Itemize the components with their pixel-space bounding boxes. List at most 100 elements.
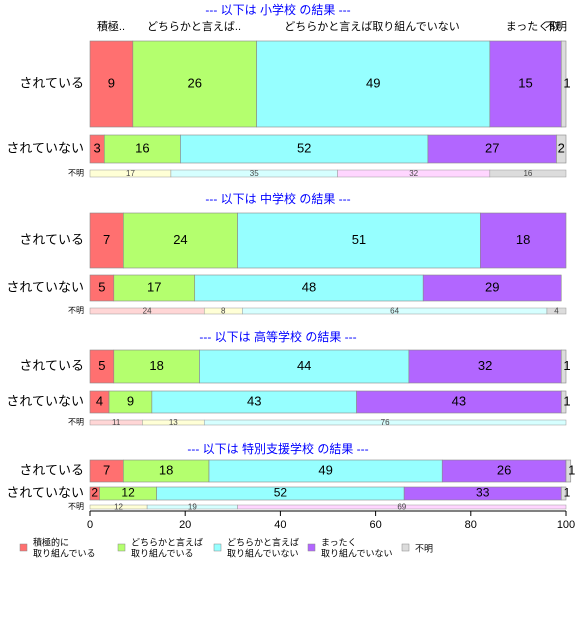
row-label-0-0: されている [19,75,84,90]
legend-label-2-0: どちらかと言えば [227,536,299,547]
data-label-2-0-3: 32 [478,358,492,373]
data-label-1-1-0: 5 [98,279,105,294]
unknown-data-label-0-4: 16 [523,169,532,178]
x-tick-label-20: 20 [179,519,191,531]
data-label-3-1-1: 12 [121,486,135,500]
bar-segment-1-1-3 [422,274,562,302]
unknown-data-label-0-3: 32 [409,169,418,178]
unknown-data-label-1-1: 8 [221,307,226,316]
unknown-data-label-1-2: 64 [390,307,399,316]
column-header-0: 積極.. [97,19,125,33]
data-label-0-0-3: 15 [518,75,532,90]
row-label-1-1: されていない [6,279,84,294]
legend-swatch-2 [213,543,222,552]
bar-segment-2-1-4 [560,390,567,414]
unknown-segment-1-4 [546,307,567,315]
legend-swatch-4 [401,543,410,552]
data-label-2-1-3: 43 [452,393,466,408]
x-tick-label-0: 0 [87,519,93,531]
unknown-data-label-1-0: 24 [143,307,152,316]
unknown-label-0: 不明 [68,169,84,178]
data-label-1-0-1: 24 [173,232,187,247]
bar-segment-0-1-4 [556,134,567,164]
bar-segment-1-1-2 [194,274,424,302]
unknown-data-label-3-2: 19 [188,503,197,512]
data-label-2-0-4: 1 [563,358,570,373]
unknown-data-label-2-1: 13 [169,418,178,427]
x-tick-label-100: 100 [557,519,575,531]
bar-segment-3-0-4 [565,459,572,483]
bar-segment-1-0-1 [123,212,238,269]
data-label-3-1-2: 52 [274,486,288,500]
data-label-2-1-1: 9 [127,393,134,408]
row-label-3-0: されている [19,462,84,477]
bar-segment-2-0-1 [113,349,200,384]
data-label-2-1-0: 4 [96,393,103,408]
legend-label-4-0: 不明 [415,543,433,553]
bar-segment-2-0-4 [560,349,567,384]
data-label-0-1-4: 2 [558,140,565,155]
legend-label-0-1: 取り組んでいる [33,547,96,558]
unknown-segment-2-2 [203,419,567,426]
data-label-3-0-2: 49 [318,462,332,477]
unknown-data-label-0-2: 35 [250,169,259,178]
data-label-3-0-0: 7 [103,462,110,477]
data-label-0-1-1: 16 [135,140,149,155]
data-label-0-1-2: 52 [297,140,311,155]
column-header-1: どちらかと言えば.. [147,20,241,33]
bar-segment-0-0-1 [132,40,257,128]
bar-segment-0-1-3 [427,134,557,164]
bar-segment-0-0-3 [489,40,562,128]
unknown-data-label-2-0: 11 [112,418,121,427]
data-label-0-0-1: 26 [187,75,201,90]
legend-swatch-0 [19,543,28,552]
bar-segment-1-1-1 [113,274,196,302]
x-tick-label-60: 60 [369,519,381,531]
legend-swatch-3 [307,543,316,552]
column-header-2: どちらかと言えば取り組んでいない [284,20,459,33]
column-header-3: まったく取 [506,20,561,33]
data-label-0-1-0: 3 [94,140,101,155]
legend-label-1-0: どちらかと言えば [131,536,203,547]
data-label-1-1-1: 17 [147,279,161,294]
unknown-segment-3-3 [237,504,567,510]
data-label-0-0-2: 49 [366,75,380,90]
data-label-3-0-4: 1 [568,462,575,477]
data-label-0-1-3: 27 [485,140,499,155]
bar-segment-2-0-3 [408,349,562,384]
legend-label-0-0: 積極的に [33,536,69,547]
data-label-2-0-1: 18 [149,358,163,373]
bar-segment-2-0-2 [199,349,410,384]
bar-segment-1-0-2 [237,212,481,269]
unknown-label-3: 不明 [68,502,84,511]
data-label-1-1-2: 48 [302,279,316,294]
data-label-2-0-0: 5 [98,358,105,373]
unknown-data-label-3-1: 12 [114,503,123,512]
x-tick-label-80: 80 [465,519,477,531]
bar-segment-0-0-4 [560,40,567,128]
data-label-2-0-2: 44 [297,358,311,373]
data-label-1-1-3: 29 [485,279,499,294]
data-label-1-0-2: 51 [352,232,366,247]
legend-label-1-1: 取り組んでいる [131,547,194,558]
panel-title-1: --- 以下は 中学校 の結果 --- [205,191,350,206]
data-label-3-1-3: 33 [476,486,490,500]
panel-title-3: --- 以下は 特別支援学校 の結果 --- [187,441,368,456]
data-label-3-0-1: 18 [159,462,173,477]
row-label-0-1: されていない [6,140,84,155]
unknown-data-label-2-2: 76 [381,418,390,427]
unknown-segment-0-4 [489,169,567,178]
panel-title-2: --- 以下は 高等学校 の結果 --- [199,329,356,344]
bar-segment-0-1-1 [103,134,181,164]
bar-segment-1-0-3 [480,212,567,269]
data-label-0-0-4: 1 [563,75,570,90]
bar-segment-0-1-2 [180,134,429,164]
data-label-3-1-4: 1 [564,486,571,500]
data-label-1-0-3: 18 [516,232,530,247]
data-label-3-0-3: 26 [497,462,511,477]
column-header-4: 不明 [545,20,567,33]
data-label-2-1-2: 43 [247,393,261,408]
legend-swatch-1 [117,543,126,552]
legend-label-3-1: 取り組んでいない [321,547,393,558]
unknown-data-label-1-4: 4 [554,307,559,316]
